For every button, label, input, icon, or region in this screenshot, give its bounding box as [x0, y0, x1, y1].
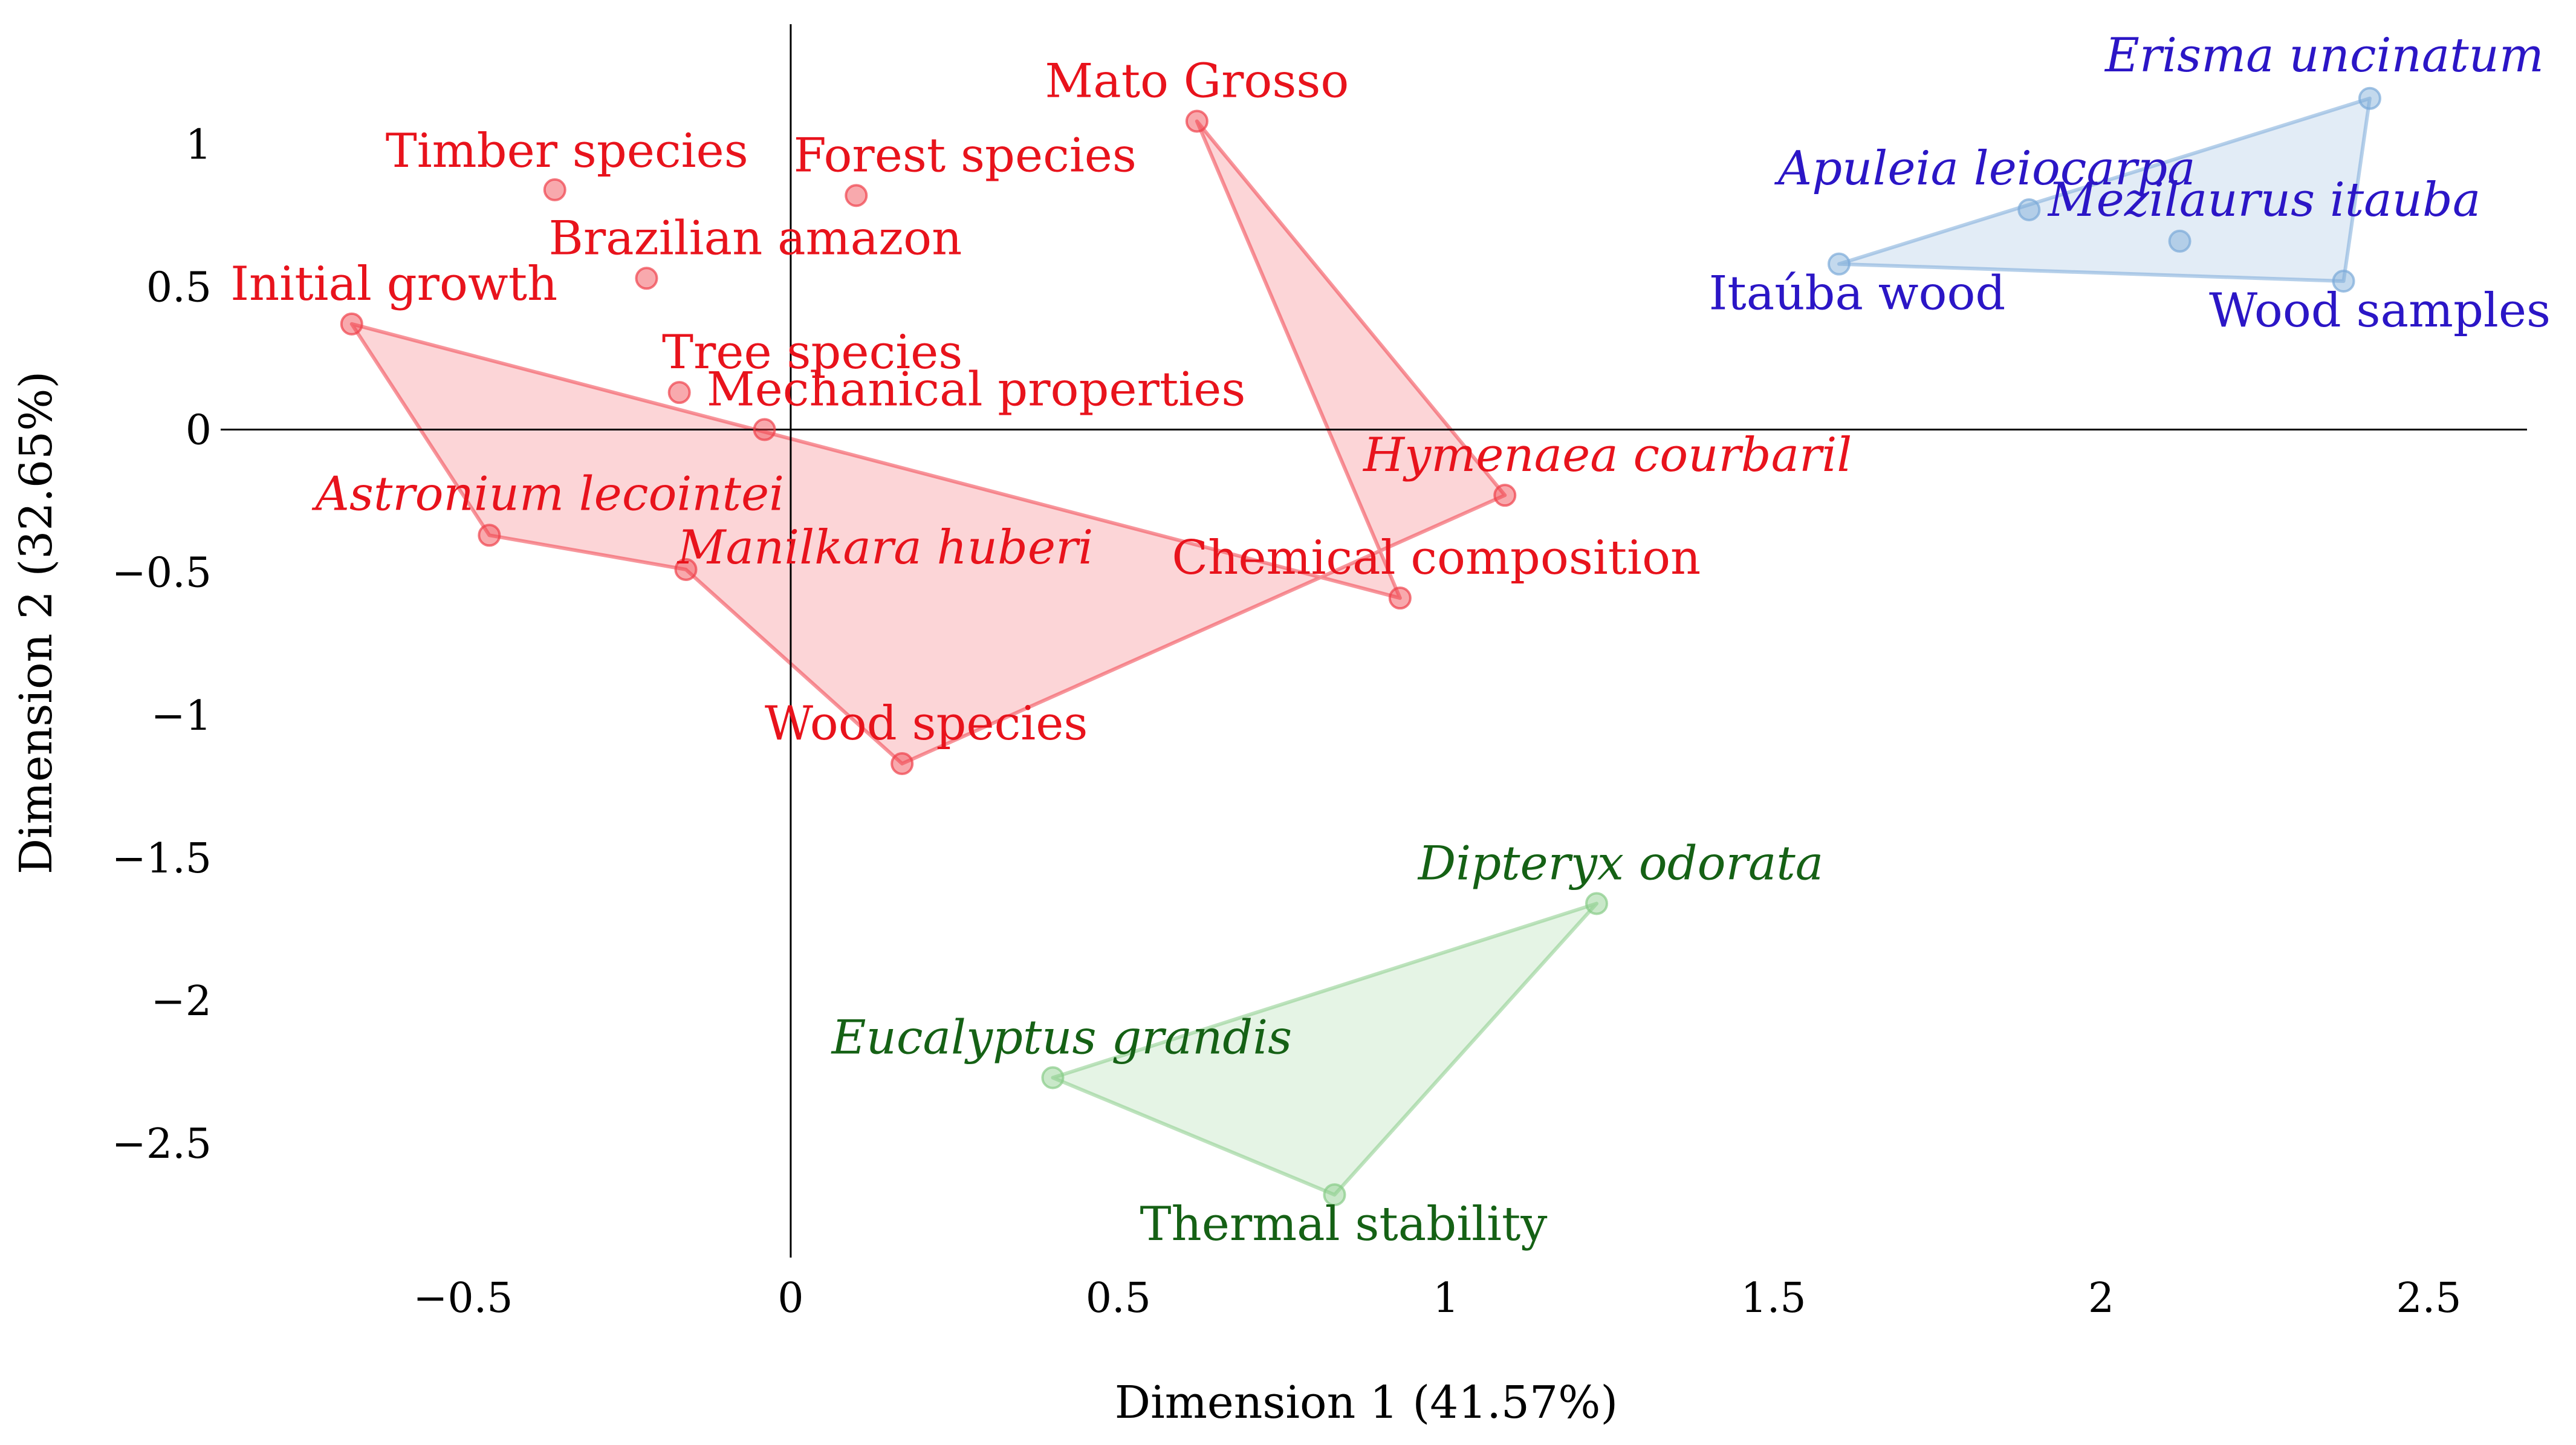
data-point — [891, 752, 914, 776]
x-axis-title: Dimension 1 (41.57%) — [1115, 1377, 1618, 1429]
y-tick-label: −2.5 — [112, 1120, 212, 1168]
data-point — [753, 418, 776, 441]
x-tick-label: 2.5 — [2396, 1275, 2461, 1322]
data-point — [543, 178, 566, 201]
data-label: Eucalyptus grandis — [831, 1011, 1293, 1065]
data-point — [1493, 484, 1517, 507]
data-point — [478, 524, 501, 547]
data-label: Brazilian amazon — [549, 211, 962, 265]
data-point — [2017, 198, 2041, 221]
x-tick-label: 2 — [2088, 1275, 2114, 1322]
x-tick-label: 1.5 — [1741, 1275, 1806, 1322]
x-tick-label: 0.5 — [1086, 1275, 1151, 1322]
data-point — [1185, 109, 1209, 133]
cluster-hull — [349, 119, 1507, 766]
y-tick-label: −0.5 — [112, 550, 212, 597]
cluster-hulls — [349, 96, 2372, 1197]
data-label: Wood samples — [2209, 284, 2551, 338]
x-tick-label: −0.5 — [413, 1275, 513, 1322]
data-labels: Timber species Initial growth Mato Grosso A… — [230, 28, 2551, 1252]
x-tick-label: 1 — [1433, 1275, 1459, 1322]
data-point — [674, 557, 698, 581]
data-point — [2332, 270, 2355, 293]
data-point — [635, 267, 658, 290]
data-label: Forest species — [794, 128, 1137, 183]
cluster-hull — [1051, 901, 1598, 1197]
data-label: Chemical composition — [1172, 531, 1701, 585]
y-tick-label: 1 — [186, 121, 212, 169]
data-label: Tree species — [662, 325, 962, 380]
y-tick-label: −1 — [151, 692, 212, 740]
data-label: Apuleia leiocarpa — [1774, 141, 2196, 196]
data-label: Timber species — [386, 124, 748, 178]
data-point — [2358, 86, 2381, 110]
y-axis-title: Dimension 2 (32.65%) — [10, 371, 62, 875]
data-label: Hymenaea courbaril — [1362, 428, 1852, 482]
data-label: Mato Grosso — [1045, 54, 1349, 109]
x-tick-labels: −0.5 0 0.5 1 1.5 2 2.5 — [413, 1275, 2461, 1322]
data-label: Astronium lecointei — [312, 467, 785, 521]
data-point — [1323, 1183, 1346, 1207]
data-label: Initial growth — [230, 257, 557, 311]
data-point — [1388, 586, 1412, 610]
data-point — [1585, 892, 1608, 915]
y-tick-label: −2 — [151, 978, 212, 1025]
data-label: Erisma uncinatum — [2104, 28, 2544, 83]
x-tick-label: 0 — [777, 1275, 803, 1322]
y-tick-label: −1.5 — [112, 835, 212, 883]
axes — [221, 24, 2527, 1258]
data-label: Wood species — [765, 697, 1088, 751]
y-tick-label: 0.5 — [146, 264, 212, 311]
data-point — [2168, 229, 2192, 253]
data-label: Manilkara huberi — [676, 521, 1094, 575]
data-label: Mezilaurus itauba — [2047, 173, 2481, 227]
data-point — [1041, 1066, 1065, 1089]
data-label: Thermal stability — [1140, 1197, 1547, 1252]
data-point — [1828, 252, 1851, 276]
data-point — [667, 381, 691, 404]
data-label: Dipteryx odorata — [1417, 836, 1824, 891]
y-tick-labels: 1 0.5 0 −0.5 −1 −1.5 −2 −2.5 — [112, 121, 212, 1168]
data-point — [340, 312, 363, 336]
data-label: Itaúba wood — [1709, 267, 2006, 321]
data-point — [845, 184, 868, 207]
data-label: Mechanical properties — [707, 363, 1246, 417]
cluster-hull — [1837, 96, 2372, 283]
data-points — [340, 86, 2381, 1207]
y-tick-label: 0 — [186, 407, 212, 455]
